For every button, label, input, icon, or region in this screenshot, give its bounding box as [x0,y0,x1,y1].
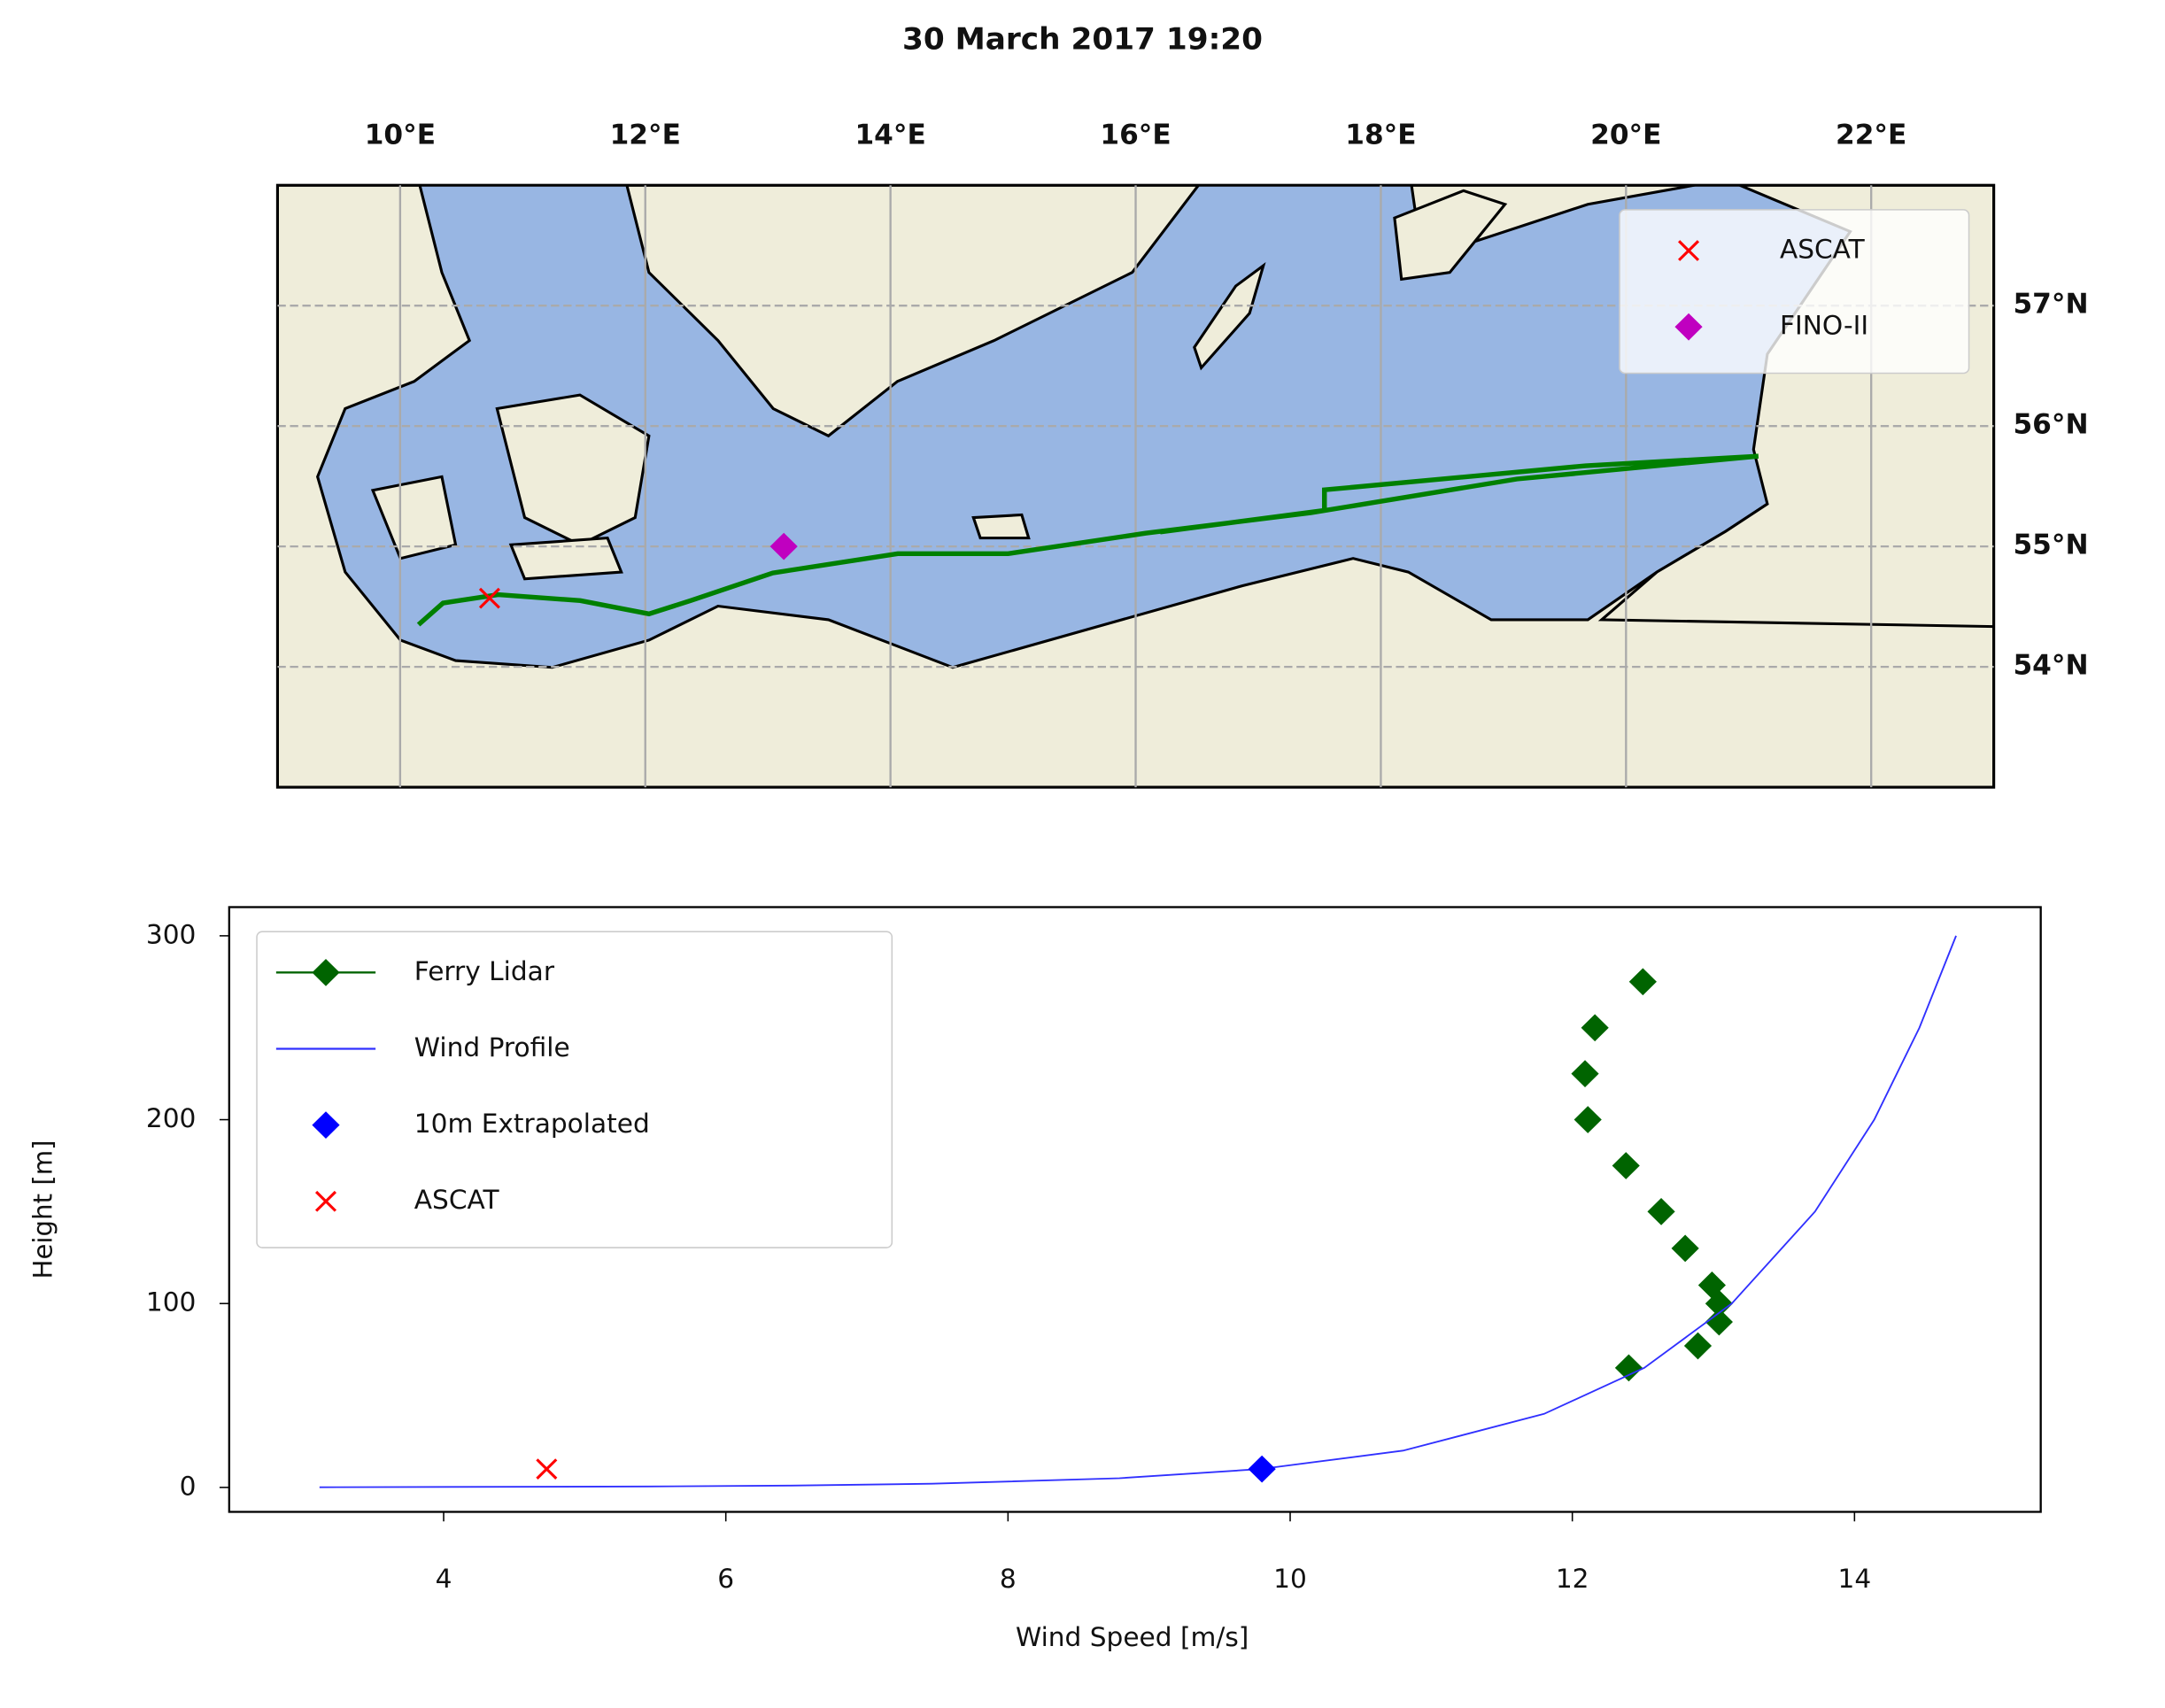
x-tick-label: 14 [1838,1564,1872,1594]
legend-label: Wind Profile [414,1032,570,1063]
y-tick-label: 200 [146,1103,197,1133]
marker [1248,1455,1276,1483]
y-axis-label: Height [m] [27,1140,58,1279]
y-tick-label: 300 [146,920,197,950]
marker [1647,1197,1675,1225]
marker [1671,1234,1699,1263]
legend-box [1619,209,1970,375]
series-line [319,935,1957,1488]
marker [478,587,500,609]
x-tick-label: 6 [717,1564,734,1594]
plot-frame [228,906,2042,1513]
marker [1614,1354,1643,1382]
x-tick-label: 10°E [365,119,436,151]
x-tick-label: 4 [436,1564,452,1594]
marker [1573,1106,1602,1133]
marker [1628,968,1657,996]
y-tick-label: 0 [180,1471,197,1501]
marker [1683,1332,1713,1360]
island [1393,189,1508,282]
marker [1697,1271,1727,1299]
legend-label: Ferry Lidar [414,956,555,986]
legend-marker [312,1111,340,1139]
x-tick-label: 16°E [1100,119,1171,151]
y-tick-label: 54°N [2013,650,2088,682]
chart-title: 30 March 2017 19:20 [902,22,1263,58]
x-tick-label: 8 [1000,1564,1017,1594]
legend-label: ASCAT [414,1185,500,1215]
marker [1581,1014,1609,1042]
island [971,513,1031,540]
x-tick-label: 22°E [1836,119,1906,151]
marker [1612,1152,1640,1179]
x-tick-label: 10 [1273,1564,1307,1594]
x-axis-label: Wind Speed [m/s] [1016,1622,1249,1652]
marker [769,532,798,560]
x-tick-label: 12°E [610,119,681,151]
island [495,393,651,547]
island [370,475,458,560]
y-tick-label: 56°N [2013,409,2088,441]
x-tick-label: 20°E [1590,119,1661,151]
legend-marker [1678,240,1700,261]
x-tick-label: 18°E [1345,119,1416,151]
series-line [416,453,1759,627]
x-tick-label: 14°E [854,119,925,151]
island [508,537,623,581]
marker [1571,1060,1599,1088]
legend-label: FINO-II [1780,311,1868,341]
legend-box [256,931,893,1248]
marker [536,1458,558,1480]
y-tick-label: 55°N [2013,529,2088,561]
legend-label: 10m Extrapolated [414,1109,650,1139]
x-tick-label: 12 [1556,1564,1589,1594]
legend-marker [312,958,340,986]
legend-label: ASCAT [1780,235,1866,265]
y-tick-label: 57°N [2013,289,2088,321]
y-tick-label: 100 [146,1287,197,1318]
legend-marker [314,1190,337,1212]
